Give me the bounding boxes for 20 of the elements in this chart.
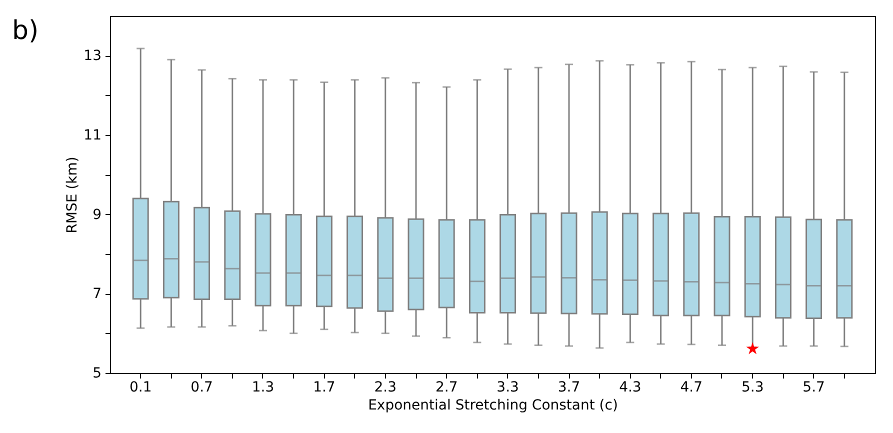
- text: b): [12, 16, 39, 46]
- y-tick-label: 11: [84, 128, 102, 144]
- x-tick-label: 2.3: [374, 380, 397, 396]
- x-tick-label: 4.3: [619, 380, 642, 396]
- x-tick-label: 2.7: [435, 380, 458, 396]
- y-tick-label: 7: [92, 286, 102, 302]
- y-tick-label: 9: [92, 206, 102, 223]
- x-tick-label: 1.7: [313, 380, 336, 396]
- x-tick-label: 4.7: [680, 380, 703, 396]
- x-tick-label: 0.1: [129, 380, 152, 396]
- x-tick-label: 3.3: [496, 380, 519, 396]
- x-tick-label: 5.7: [802, 380, 825, 396]
- x-axis-title: Exponential Stretching Constant (c): [368, 398, 618, 414]
- x-tick-label: 5.3: [741, 380, 764, 396]
- y-tick-label: 13: [84, 48, 102, 64]
- y-axis-title: RMSE (km): [64, 156, 81, 234]
- x-tick-label: 1.3: [252, 380, 274, 396]
- y-tick-label: 5: [92, 366, 102, 382]
- x-tick-label: 3.7: [558, 380, 580, 396]
- x-tick-label: 0.7: [190, 380, 213, 396]
